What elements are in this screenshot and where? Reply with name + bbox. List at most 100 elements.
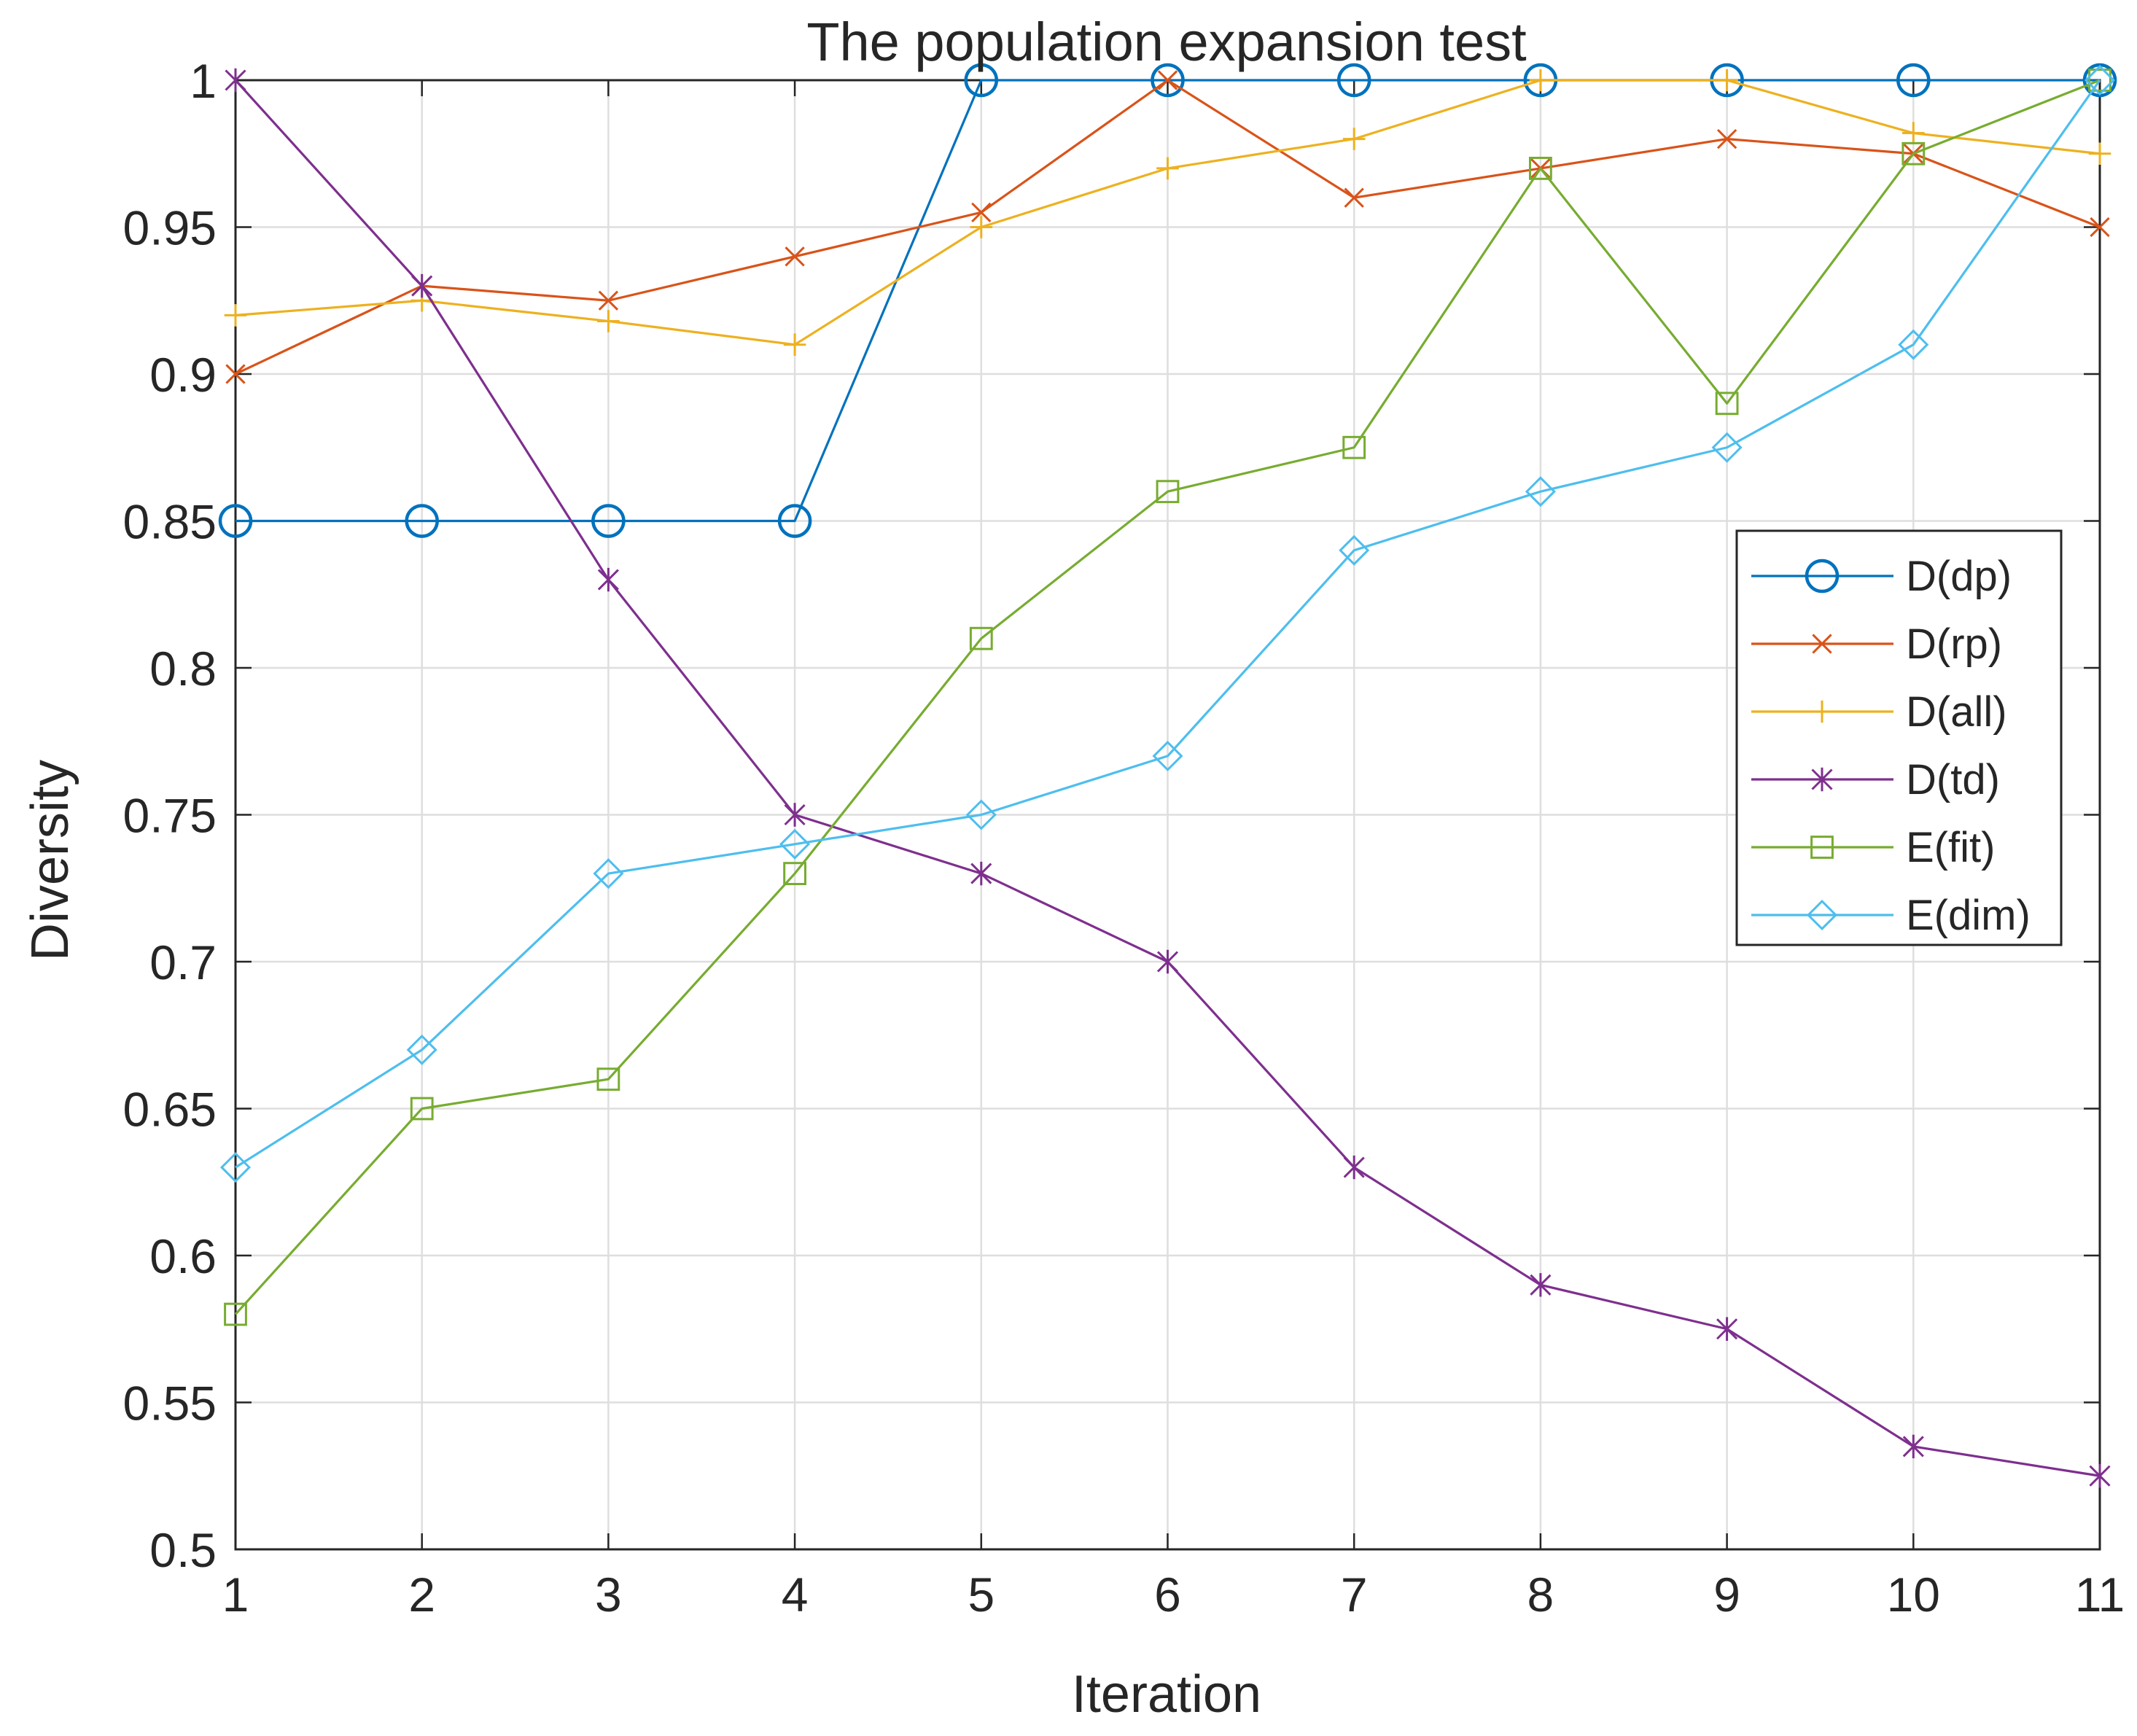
legend-label: E(dim) <box>1906 892 2031 939</box>
data-point-plus <box>783 333 806 356</box>
y-tick-label: 0.8 <box>149 642 217 696</box>
data-point-x <box>2090 217 2110 238</box>
data-point-star <box>784 803 806 827</box>
data-point-star <box>970 861 992 886</box>
data-point-star <box>2089 1464 2111 1488</box>
legend: D(dp) D(rp) D(all) D(td) E(fit) E(dim) <box>1735 529 2063 946</box>
chart-title: The population expansion test <box>806 12 1527 72</box>
x-tick-label: 10 <box>1887 1568 1940 1622</box>
data-point-diamond <box>1339 534 1370 566</box>
y-tick-label: 0.55 <box>123 1377 217 1431</box>
legend-item: D(rp) <box>1751 620 2002 668</box>
data-point-diamond <box>2084 64 2116 96</box>
x-tick-label: 8 <box>1527 1568 1554 1622</box>
y-tick-label: 0.75 <box>123 789 217 843</box>
series-lines <box>218 63 2117 1488</box>
data-point-star <box>1343 1155 1365 1180</box>
data-point-star <box>1902 1434 1924 1459</box>
series-D(td) <box>225 68 2111 1488</box>
series-E(dim) <box>219 64 2116 1183</box>
data-point-x <box>1716 128 1737 149</box>
y-tick-label: 1 <box>190 54 217 108</box>
grid-lines <box>236 80 2100 1549</box>
data-point-square <box>1901 141 1926 166</box>
data-point-star <box>597 567 619 592</box>
y-tick-label: 0.6 <box>149 1229 217 1283</box>
data-point-square <box>1715 392 1739 416</box>
data-point-square <box>1529 157 1552 180</box>
data-point-plus <box>1156 157 1179 180</box>
legend-label: D(td) <box>1906 756 2000 803</box>
y-tick-label: 0.5 <box>149 1523 217 1577</box>
data-point-x <box>1344 187 1364 208</box>
data-point-circle <box>1896 63 1931 98</box>
x-tick-label: 5 <box>968 1568 994 1622</box>
data-point-plus <box>1902 122 1925 144</box>
data-point-square <box>1342 435 1366 459</box>
data-point-circle <box>1151 63 1185 98</box>
x-tick-label: 1 <box>222 1568 249 1622</box>
data-point-square <box>2088 69 2111 92</box>
data-point-plus <box>1716 69 1738 92</box>
data-point-circle <box>1336 63 1371 98</box>
x-tick-label: 11 <box>2075 1568 2125 1622</box>
x-axis-title: Iteration <box>1072 1665 1261 1724</box>
data-point-circle <box>218 504 253 538</box>
data-point-x <box>785 246 805 267</box>
legend-marker-x <box>1812 634 1832 654</box>
legend-item: D(td) <box>1751 756 2000 803</box>
legend-marker-diamond <box>1806 899 1838 931</box>
data-point-square <box>1156 480 1180 504</box>
series-E(fit) <box>224 69 2111 1326</box>
data-point-square <box>596 1067 620 1091</box>
data-point-diamond <box>1525 476 1556 507</box>
legend-marker-square <box>1810 836 1834 859</box>
x-tick-label: 7 <box>1341 1568 1368 1622</box>
y-axis-title: Diversity <box>21 760 79 961</box>
data-point-diamond <box>406 1034 437 1065</box>
data-point-x <box>225 364 246 384</box>
data-point-circle <box>591 504 626 538</box>
data-point-diamond <box>779 828 811 860</box>
legend-item: D(dp) <box>1751 553 2012 600</box>
legend-marker-circle <box>1805 558 1840 593</box>
legend-item: E(dim) <box>1751 892 2031 939</box>
data-point-star <box>1716 1317 1738 1341</box>
data-point-circle <box>964 63 999 98</box>
data-point-x <box>971 202 992 223</box>
data-point-plus <box>970 216 993 238</box>
legend-marker-star <box>1811 767 1833 792</box>
legend-label: D(dp) <box>1906 553 2012 600</box>
data-point-square <box>783 862 806 885</box>
data-point-x <box>1157 70 1178 90</box>
legend-label: D(all) <box>1906 688 2007 736</box>
x-tick-label: 3 <box>595 1568 622 1622</box>
data-point-x <box>598 290 619 311</box>
data-point-diamond <box>1152 740 1183 771</box>
y-tick-label: 0.95 <box>123 201 217 255</box>
legend-box <box>1735 529 2063 946</box>
data-point-plus <box>224 304 247 327</box>
data-point-plus <box>1342 128 1366 150</box>
series-line <box>235 79 2101 1169</box>
x-tick-label: 4 <box>782 1568 809 1622</box>
y-tick-label: 0.85 <box>123 495 217 549</box>
data-point-circle <box>777 504 812 538</box>
legend-item: E(fit) <box>1751 824 1995 871</box>
data-point-star <box>1530 1273 1552 1297</box>
series-D(all) <box>224 69 2111 356</box>
y-tick-label: 0.9 <box>149 348 217 402</box>
data-point-diamond <box>219 1152 252 1183</box>
legend-label: D(rp) <box>1906 620 2002 668</box>
data-point-plus <box>597 310 620 332</box>
data-point-plus <box>1529 69 1552 92</box>
data-point-circle <box>405 504 439 538</box>
data-point-plus <box>2088 142 2111 166</box>
data-point-diamond <box>1711 432 1743 463</box>
data-point-diamond <box>1898 329 1929 360</box>
data-point-star <box>1156 949 1179 974</box>
tick-labels: 1 2 3 4 5 6 7 8 9 10 11 0.5 0.55 0.6 0.65 0.7 0.75 0.8 0.8… <box>123 54 2125 1622</box>
x-tick-label: 2 <box>408 1568 435 1622</box>
x-tick-label: 9 <box>1713 1568 1740 1622</box>
